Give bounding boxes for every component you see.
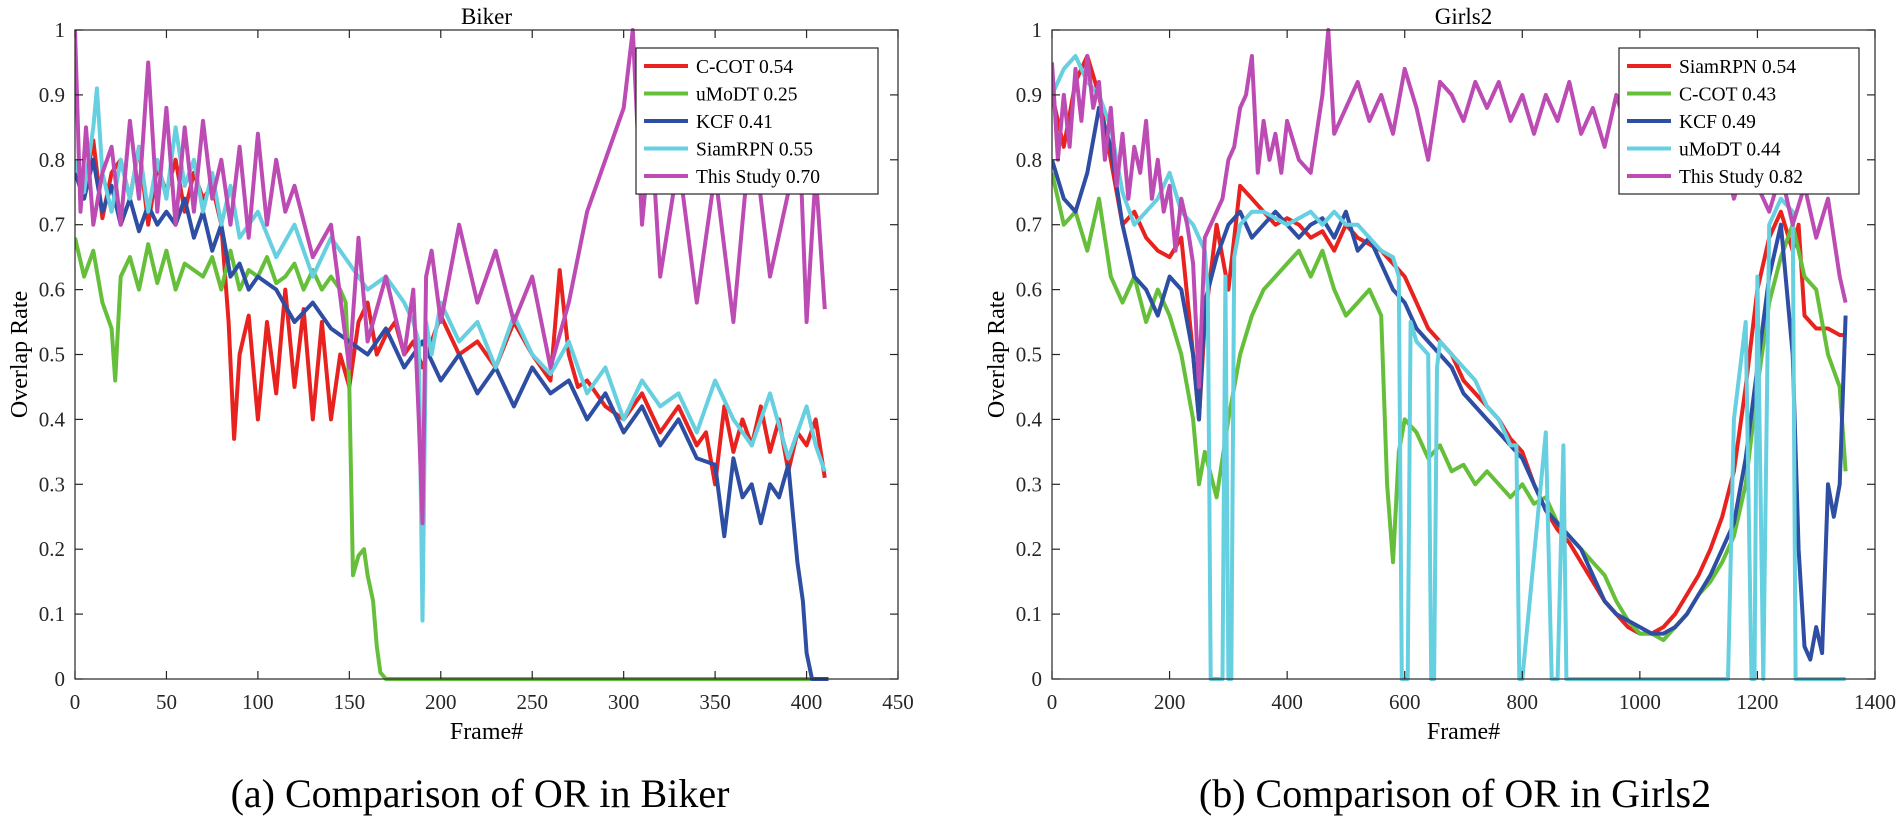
- y-tick-label: 1: [1032, 18, 1043, 42]
- legend-label-0: SiamRPN 0.54: [1679, 57, 1796, 78]
- legend-label-3: uMoDT 0.44: [1679, 140, 1781, 161]
- legend-label-2: KCF 0.41: [696, 112, 773, 133]
- y-axis-label: Overlap Rate: [984, 291, 1010, 418]
- x-tick-label: 100: [242, 690, 274, 714]
- series-line-4: [75, 28, 827, 526]
- legend-label-1: C-COT 0.43: [1679, 85, 1776, 106]
- x-tick-label: 1200: [1736, 690, 1778, 714]
- series-line-3: [75, 86, 827, 623]
- legend-label-1: uMoDT 0.25: [696, 85, 797, 106]
- x-tick-label: 50: [156, 690, 177, 714]
- x-tick-label: 350: [699, 690, 731, 714]
- y-tick-label: 0.5: [39, 343, 65, 367]
- y-tick-label: 0.1: [1016, 602, 1042, 626]
- legend-label-4: This Study 0.82: [1679, 167, 1803, 188]
- legend-label-0: C-COT 0.54: [696, 57, 793, 78]
- caption-a: (a) Comparison of OR in Biker: [230, 771, 730, 816]
- y-tick-label: 0.8: [39, 148, 65, 172]
- y-tick-label: 0.2: [39, 537, 65, 561]
- x-tick-label: 800: [1507, 690, 1539, 714]
- y-tick-label: 0.3: [1016, 472, 1042, 496]
- y-tick-label: 0.6: [1016, 278, 1042, 302]
- y-tick-label: 0.9: [1016, 83, 1042, 107]
- y-tick-label: 0.8: [1016, 148, 1042, 172]
- x-tick-label: 250: [516, 690, 548, 714]
- chart-0: 0 50 100 150 200 250 300 350 400 450 0 0.1 0.2 0.3 0.4…: [7, 4, 914, 745]
- x-tick-label: 600: [1389, 690, 1421, 714]
- y-tick-label: 0.7: [1016, 213, 1042, 237]
- x-tick-label: 200: [425, 690, 457, 714]
- x-tick-label: 400: [791, 690, 823, 714]
- y-tick-label: 0.3: [39, 472, 65, 496]
- y-tick-label: 0: [1032, 667, 1043, 691]
- legend: SiamRPN 0.54 C-COT 0.43 KCF 0.49 uMoDT 0.44…: [1618, 47, 1860, 195]
- y-tick-label: 0.4: [39, 407, 66, 431]
- x-tick-label: 400: [1271, 690, 1303, 714]
- chart-title: Girls2: [1435, 4, 1493, 29]
- x-tick-label: 0: [70, 690, 81, 714]
- y-tick-label: 1: [55, 18, 66, 42]
- chart-title: Biker: [461, 4, 512, 29]
- y-tick-label: 0.6: [39, 278, 65, 302]
- x-tick-label: 300: [608, 690, 640, 714]
- y-axis-label: Overlap Rate: [7, 291, 33, 418]
- x-tick-label: 200: [1154, 690, 1186, 714]
- y-tick-label: 0.9: [39, 83, 65, 107]
- caption-b: (b) Comparison of OR in Girls2: [1198, 771, 1712, 816]
- legend-label-3: SiamRPN 0.55: [696, 140, 813, 161]
- legend-label-4: This Study 0.70: [696, 167, 820, 188]
- y-tick-label: 0: [55, 667, 66, 691]
- x-axis-label: Frame#: [450, 719, 523, 745]
- series-line-1: [75, 237, 829, 681]
- x-axis-label: Frame#: [1427, 719, 1500, 745]
- series-line-2: [75, 157, 829, 681]
- x-tick-label: 1000: [1619, 690, 1661, 714]
- x-tick-label: 150: [334, 690, 366, 714]
- legend: C-COT 0.54 uMoDT 0.25 KCF 0.41 SiamRPN 0.55…: [635, 47, 879, 195]
- y-tick-label: 0.5: [1016, 343, 1042, 367]
- chart-1: 0 200 400 600 800 1000 1200 1400 0 0.1 0.2 0.3 0.4 0.…: [984, 4, 1896, 745]
- legend-label-2: KCF 0.49: [1679, 112, 1756, 133]
- series-line-1: [1052, 172, 1848, 643]
- x-tick-label: 1400: [1854, 690, 1896, 714]
- y-tick-label: 0.7: [39, 213, 65, 237]
- y-tick-label: 0.4: [1016, 407, 1043, 431]
- x-tick-label: 0: [1047, 690, 1058, 714]
- x-tick-label: 450: [882, 690, 914, 714]
- y-tick-label: 0.2: [1016, 537, 1042, 561]
- y-tick-label: 0.1: [39, 602, 65, 626]
